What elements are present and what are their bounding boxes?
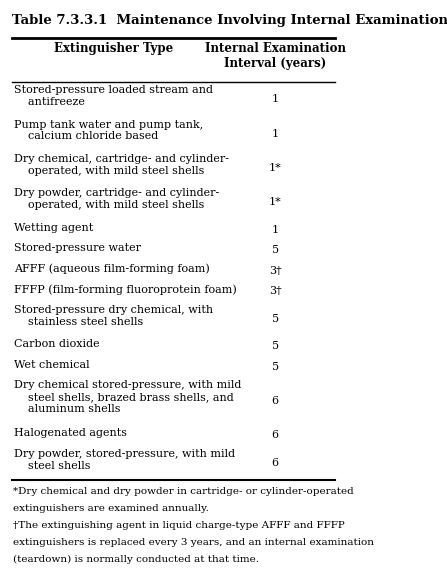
Text: 3†: 3† — [269, 286, 281, 296]
Text: Internal Examination
Interval (years): Internal Examination Interval (years) — [205, 42, 346, 70]
Text: 5: 5 — [271, 245, 278, 255]
Text: extinguishers is replaced every 3 years, and an internal examination: extinguishers is replaced every 3 years,… — [13, 538, 375, 547]
Text: extinguishers are examined annually.: extinguishers are examined annually. — [13, 504, 209, 513]
Text: (teardown) is normally conducted at that time.: (teardown) is normally conducted at that… — [13, 555, 259, 564]
Text: Dry chemical, cartridge- and cylinder-
    operated, with mild steel shells: Dry chemical, cartridge- and cylinder- o… — [14, 154, 229, 176]
Text: 5: 5 — [271, 361, 278, 372]
Text: 1: 1 — [271, 224, 278, 235]
Text: †The extinguishing agent in liquid charge-type AFFF and FFFP: †The extinguishing agent in liquid charg… — [13, 521, 345, 530]
Text: Table 7.3.3.1  Maintenance Involving Internal Examination: Table 7.3.3.1 Maintenance Involving Inte… — [12, 14, 447, 27]
Text: 1: 1 — [271, 94, 278, 104]
Text: 1*: 1* — [269, 163, 282, 173]
Text: Dry powder, cartridge- and cylinder-
    operated, with mild steel shells: Dry powder, cartridge- and cylinder- ope… — [14, 188, 220, 210]
Text: Pump tank water and pump tank,
    calcium chloride based: Pump tank water and pump tank, calcium c… — [14, 120, 204, 142]
Text: 6: 6 — [271, 431, 278, 440]
Text: *Dry chemical and dry powder in cartridge- or cylinder-operated: *Dry chemical and dry powder in cartridg… — [13, 486, 354, 496]
Text: Halogenated agents: Halogenated agents — [14, 428, 127, 439]
Text: 6: 6 — [271, 458, 278, 468]
Text: 1: 1 — [271, 128, 278, 139]
Text: Dry chemical stored-pressure, with mild
    steel shells, brazed brass shells, a: Dry chemical stored-pressure, with mild … — [14, 380, 242, 413]
Text: FFFP (film-forming fluoroprotein foam): FFFP (film-forming fluoroprotein foam) — [14, 284, 237, 295]
Text: 5: 5 — [271, 313, 278, 324]
Text: Stored-pressure loaded stream and
    antifreeze: Stored-pressure loaded stream and antifr… — [14, 86, 214, 107]
Text: 5: 5 — [271, 341, 278, 351]
Text: 1*: 1* — [269, 197, 282, 207]
Text: Extinguisher Type: Extinguisher Type — [54, 42, 173, 55]
Text: Wet chemical: Wet chemical — [14, 360, 90, 370]
Text: Dry powder, stored-pressure, with mild
    steel shells: Dry powder, stored-pressure, with mild s… — [14, 449, 236, 471]
Text: AFFF (aqueous film-forming foam): AFFF (aqueous film-forming foam) — [14, 264, 210, 275]
Text: 3†: 3† — [269, 266, 281, 276]
Text: 6: 6 — [271, 396, 278, 406]
Text: Stored-pressure water: Stored-pressure water — [14, 243, 141, 254]
Text: Carbon dioxide: Carbon dioxide — [14, 339, 100, 349]
Text: Stored-pressure dry chemical, with
    stainless steel shells: Stored-pressure dry chemical, with stain… — [14, 305, 214, 327]
Text: Wetting agent: Wetting agent — [14, 223, 94, 233]
